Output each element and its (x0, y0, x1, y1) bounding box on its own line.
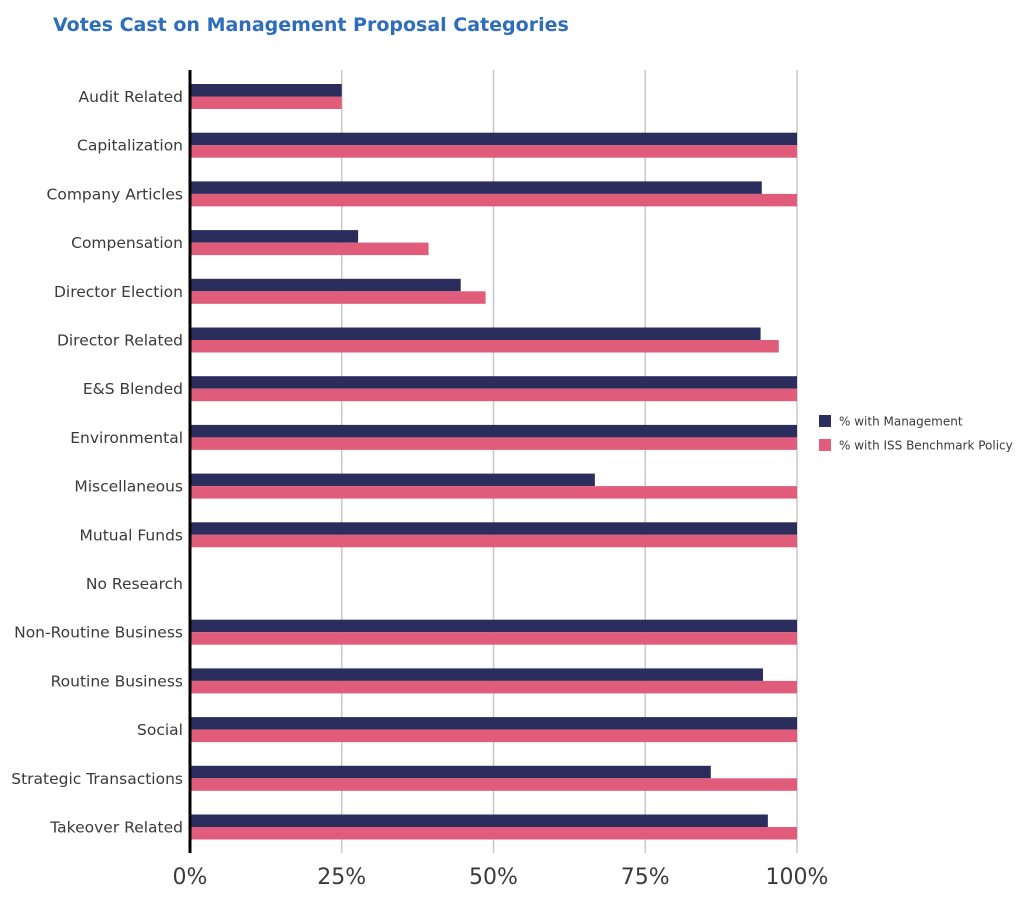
category-label: Capitalization (77, 137, 183, 155)
category-label: Takeover Related (49, 819, 183, 837)
x-tick-label: 100% (766, 865, 829, 890)
bars (190, 84, 797, 840)
bar-management (190, 181, 762, 194)
bar-management (190, 619, 797, 633)
bar-iss-policy (190, 145, 797, 158)
bar-iss-policy (190, 729, 797, 743)
x-tick-label: 50% (469, 865, 518, 890)
bar-iss-policy (190, 193, 797, 207)
legend-swatch (819, 439, 831, 451)
bar-iss-policy (190, 486, 797, 499)
category-label: E&S Blended (83, 380, 183, 398)
bar-management (190, 278, 461, 292)
bar-iss-policy (190, 680, 797, 694)
bar-iss-policy (190, 291, 486, 304)
bar-management (190, 473, 595, 487)
bar-management (190, 84, 342, 97)
legend: % with Management % with ISS Benchmark Po… (819, 415, 1013, 453)
x-tick-label: 0% (173, 865, 208, 890)
bar-management (190, 230, 359, 243)
legend-swatch (819, 415, 831, 427)
category-label: Company Articles (47, 185, 183, 203)
bar-iss-policy (190, 242, 429, 256)
category-label: Audit Related (79, 88, 183, 106)
category-label: Mutual Funds (80, 526, 183, 544)
legend-label: % with ISS Benchmark Policy (839, 439, 1013, 453)
category-label: Routine Business (51, 672, 183, 690)
bar-iss-policy (190, 96, 342, 109)
bar-management (190, 765, 711, 779)
bar-iss-policy (190, 388, 797, 402)
category-label: Environmental (70, 429, 183, 447)
category-label: Director Related (57, 332, 183, 350)
bar-management (190, 132, 797, 146)
bar-management (190, 424, 797, 438)
x-tick-label: 75% (621, 865, 670, 890)
category-label: Non-Routine Business (14, 624, 183, 642)
bar-iss-policy (190, 778, 797, 791)
category-label: No Research (86, 575, 183, 593)
bar-management (190, 522, 797, 535)
bar-iss-policy (190, 340, 779, 353)
category-label: Miscellaneous (74, 478, 183, 496)
x-tick-label: 25% (317, 865, 366, 890)
chart-title: Votes Cast on Management Proposal Catego… (53, 14, 569, 36)
category-label: Director Election (54, 283, 183, 301)
legend-label: % with Management (839, 415, 963, 429)
bar-management (190, 376, 797, 389)
bar-iss-policy (190, 827, 797, 840)
category-labels: Audit Related Capitalization Company Artic… (11, 88, 183, 837)
bar-iss-policy (190, 534, 797, 548)
bar-management (190, 717, 797, 730)
x-axis-ticks: 0% 25% 50% 75% 100% (173, 865, 829, 890)
bar-management (190, 327, 761, 340)
bar-management (190, 814, 768, 827)
category-label: Compensation (71, 234, 183, 252)
category-label: Social (137, 721, 183, 739)
bar-management (190, 668, 764, 681)
bar-iss-policy (190, 437, 797, 450)
category-label: Strategic Transactions (11, 770, 183, 788)
bar-iss-policy (190, 632, 797, 645)
